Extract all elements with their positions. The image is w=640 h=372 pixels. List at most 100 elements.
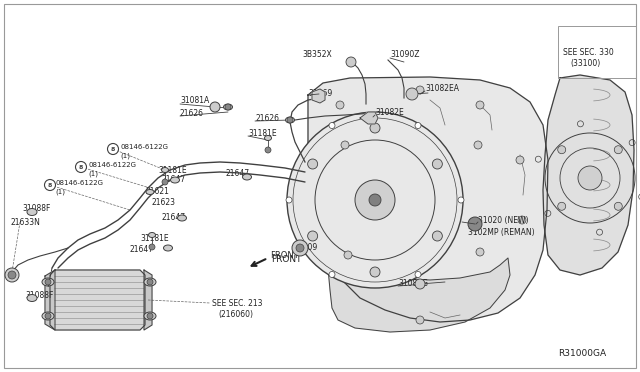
- Text: 31181E: 31181E: [248, 128, 276, 138]
- Ellipse shape: [42, 278, 54, 286]
- Circle shape: [344, 251, 352, 259]
- Text: 31088F: 31088F: [22, 203, 51, 212]
- Circle shape: [296, 244, 304, 252]
- Text: 21647: 21647: [225, 169, 249, 177]
- Text: 31086G: 31086G: [398, 279, 428, 289]
- Text: 31082EA: 31082EA: [425, 83, 459, 93]
- Bar: [558, 26, 636, 78]
- Circle shape: [336, 101, 344, 109]
- Circle shape: [415, 279, 425, 289]
- Circle shape: [614, 146, 622, 154]
- Text: (1): (1): [55, 189, 65, 195]
- Text: 21647: 21647: [162, 212, 186, 221]
- Text: 21647: 21647: [162, 174, 186, 183]
- Circle shape: [210, 102, 220, 112]
- Circle shape: [370, 123, 380, 133]
- Text: (1): (1): [120, 153, 130, 159]
- Polygon shape: [325, 258, 510, 332]
- Text: 3102MP (REMAN): 3102MP (REMAN): [468, 228, 534, 237]
- Text: 31020 (NEW): 31020 (NEW): [478, 215, 529, 224]
- Text: 08146-6122G: 08146-6122G: [88, 162, 136, 168]
- Text: 21633N: 21633N: [10, 218, 40, 227]
- Circle shape: [5, 268, 19, 282]
- Circle shape: [147, 279, 153, 285]
- Ellipse shape: [27, 295, 37, 301]
- Circle shape: [416, 316, 424, 324]
- Circle shape: [416, 86, 424, 94]
- Text: 8: 8: [48, 183, 52, 187]
- Circle shape: [329, 122, 335, 128]
- Circle shape: [518, 216, 526, 224]
- Polygon shape: [308, 77, 548, 322]
- Circle shape: [76, 161, 86, 173]
- Text: 8: 8: [79, 164, 83, 170]
- Text: FRONT: FRONT: [271, 256, 301, 264]
- Text: (216060): (216060): [218, 310, 253, 318]
- Ellipse shape: [144, 312, 156, 320]
- Circle shape: [149, 244, 155, 250]
- Text: SEE SEC. 330: SEE SEC. 330: [563, 48, 614, 57]
- Circle shape: [516, 156, 524, 164]
- Circle shape: [433, 231, 442, 241]
- Polygon shape: [312, 89, 325, 103]
- Text: FRONT: FRONT: [270, 250, 299, 260]
- Circle shape: [287, 112, 463, 288]
- Text: 31088F: 31088F: [25, 291, 53, 299]
- Text: 08146-6122G: 08146-6122G: [55, 180, 103, 186]
- Circle shape: [474, 141, 482, 149]
- Circle shape: [355, 180, 395, 220]
- Circle shape: [346, 57, 356, 67]
- Ellipse shape: [223, 104, 232, 110]
- Circle shape: [329, 272, 335, 278]
- Circle shape: [108, 144, 118, 154]
- Ellipse shape: [243, 174, 252, 180]
- Text: 31181E: 31181E: [158, 166, 187, 174]
- Text: 21623: 21623: [152, 198, 176, 206]
- Circle shape: [369, 194, 381, 206]
- Circle shape: [614, 202, 622, 210]
- Ellipse shape: [163, 245, 173, 251]
- Text: 21626: 21626: [255, 113, 279, 122]
- Circle shape: [415, 272, 421, 278]
- Circle shape: [557, 202, 566, 210]
- Circle shape: [415, 122, 421, 128]
- Circle shape: [45, 279, 51, 285]
- Polygon shape: [360, 112, 378, 124]
- Circle shape: [557, 146, 566, 154]
- Circle shape: [468, 217, 482, 231]
- Circle shape: [433, 159, 442, 169]
- Text: (33100): (33100): [570, 58, 600, 67]
- Text: (1): (1): [88, 171, 98, 177]
- Ellipse shape: [285, 117, 294, 123]
- Circle shape: [162, 179, 168, 185]
- Polygon shape: [45, 270, 55, 330]
- Circle shape: [341, 141, 349, 149]
- Text: 8: 8: [111, 147, 115, 151]
- Circle shape: [476, 248, 484, 256]
- Ellipse shape: [264, 135, 271, 141]
- Ellipse shape: [27, 208, 37, 215]
- Text: 31082E: 31082E: [375, 108, 404, 116]
- Ellipse shape: [170, 177, 179, 183]
- Circle shape: [476, 101, 484, 109]
- Circle shape: [287, 117, 293, 123]
- Text: 31181E: 31181E: [140, 234, 168, 243]
- Circle shape: [45, 180, 56, 190]
- Circle shape: [292, 240, 308, 256]
- Circle shape: [147, 313, 153, 319]
- Circle shape: [286, 197, 292, 203]
- Circle shape: [265, 147, 271, 153]
- Text: R31000GA: R31000GA: [558, 349, 606, 357]
- Text: 31081A: 31081A: [180, 96, 209, 105]
- Circle shape: [578, 166, 602, 190]
- Ellipse shape: [42, 312, 54, 320]
- Ellipse shape: [146, 189, 154, 195]
- Circle shape: [225, 104, 231, 110]
- Circle shape: [308, 159, 317, 169]
- Circle shape: [458, 197, 464, 203]
- Text: 21621: 21621: [145, 186, 169, 196]
- Text: 21626: 21626: [180, 109, 204, 118]
- Circle shape: [45, 313, 51, 319]
- Ellipse shape: [161, 167, 168, 173]
- Circle shape: [370, 267, 380, 277]
